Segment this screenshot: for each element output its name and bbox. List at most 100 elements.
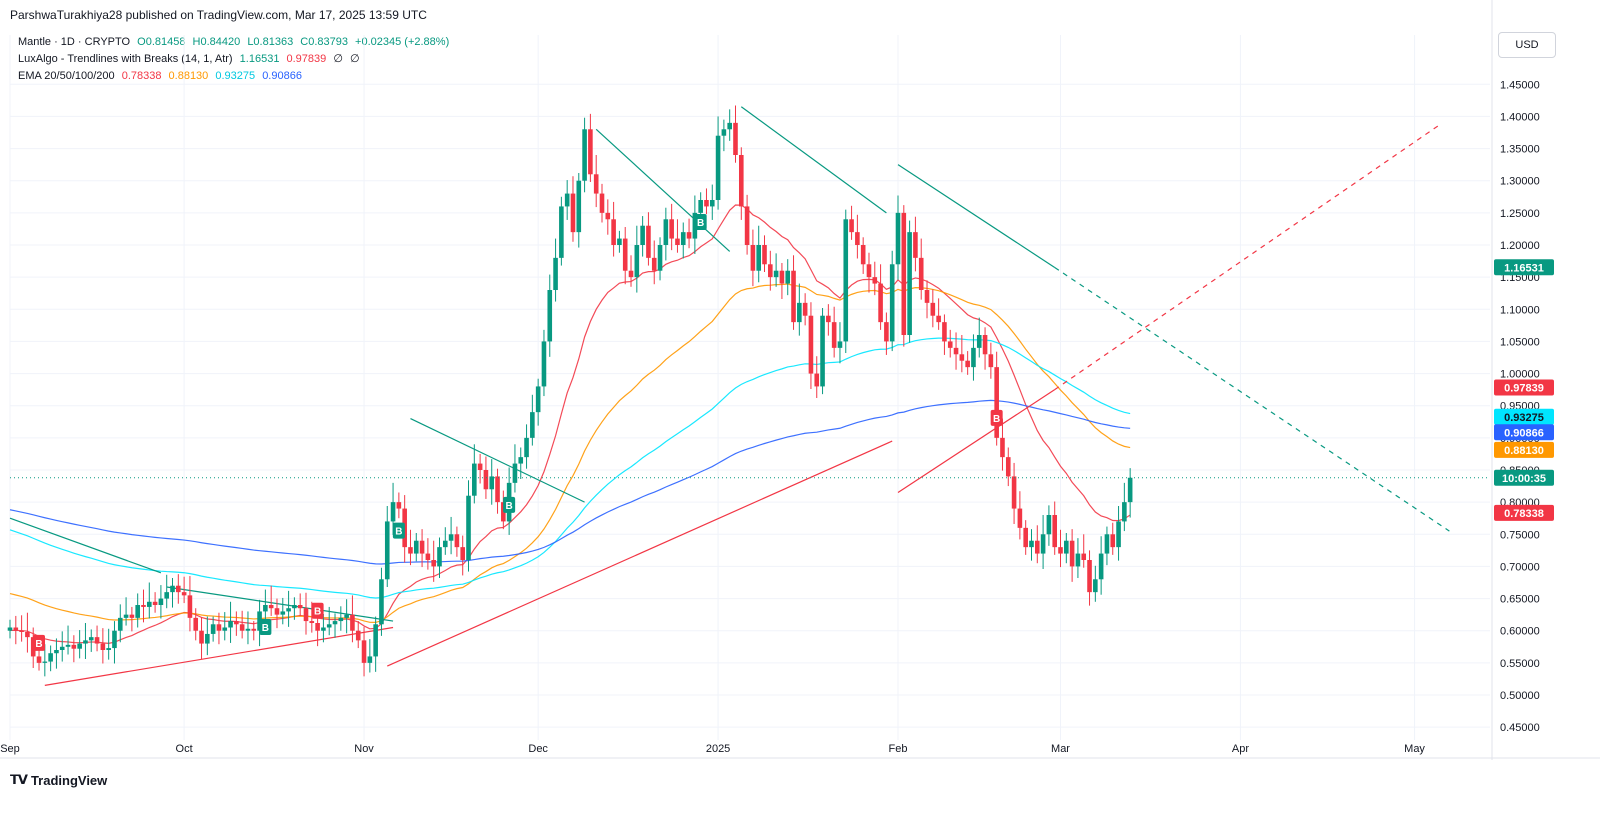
candle-body bbox=[1064, 540, 1069, 554]
candle-body bbox=[628, 270, 634, 278]
time-tick-label: Mar bbox=[1051, 743, 1070, 755]
symbol-label: Mantle · 1D · CRYPTO bbox=[18, 36, 131, 48]
break-marker-buy: B bbox=[694, 214, 707, 230]
candle-body bbox=[187, 595, 193, 618]
candle-body bbox=[872, 277, 878, 284]
trendlines-legend-row[interactable]: LuxAlgo - Trendlines with Breaks (14, 1,… bbox=[18, 51, 453, 68]
candle-body bbox=[657, 245, 663, 271]
candle-body bbox=[756, 245, 762, 271]
candle-body bbox=[994, 367, 999, 438]
trendline-down bbox=[740, 106, 887, 214]
candle-body bbox=[396, 502, 402, 509]
time-tick-label: Nov bbox=[354, 743, 374, 755]
candle-body bbox=[675, 238, 680, 245]
footer-brand[interactable]: 𝗧𝗩 TradingView bbox=[10, 772, 107, 788]
ema100-line bbox=[9, 337, 1131, 599]
candle-body bbox=[408, 547, 413, 554]
candle-body bbox=[709, 200, 715, 207]
break-marker-label: B bbox=[506, 501, 513, 512]
candle-body bbox=[1011, 476, 1017, 509]
candle-body bbox=[913, 232, 918, 258]
candle-body bbox=[965, 360, 970, 368]
indicator1-name: LuxAlgo - Trendlines with Breaks (14, 1,… bbox=[18, 53, 233, 65]
candle-body bbox=[976, 335, 982, 348]
candle-body bbox=[814, 373, 820, 387]
candle-body bbox=[448, 534, 454, 541]
candle-body bbox=[599, 193, 605, 213]
candle-body bbox=[895, 212, 901, 265]
break-marker-buy: B bbox=[259, 619, 272, 635]
candle-body bbox=[19, 630, 24, 632]
currency-button[interactable]: USD bbox=[1498, 32, 1556, 58]
candle-body bbox=[564, 193, 570, 207]
time-tick-label: Dec bbox=[528, 743, 548, 755]
candle-body bbox=[547, 290, 553, 342]
candle-body bbox=[239, 624, 245, 631]
price-badge-label: 0.97839 bbox=[1504, 382, 1544, 394]
candle-body bbox=[54, 650, 59, 654]
time-tick-label: Sep bbox=[0, 743, 20, 755]
candle-body bbox=[1116, 521, 1121, 548]
candle-body bbox=[501, 502, 506, 522]
candle-body bbox=[42, 661, 48, 663]
trendline-up-projection bbox=[1054, 125, 1439, 391]
trendline-up bbox=[387, 440, 893, 667]
candle-body bbox=[286, 608, 291, 612]
candles bbox=[7, 105, 1133, 677]
candle-body bbox=[263, 605, 268, 612]
break-marker-box bbox=[259, 619, 272, 635]
low-value: L0.81363 bbox=[247, 36, 294, 48]
price-badge: 0.97839 bbox=[1494, 379, 1554, 396]
price-tick-label: 1.35000 bbox=[1500, 144, 1540, 156]
candle-body bbox=[947, 341, 953, 348]
ema-legend-row[interactable]: EMA 20/50/100/200 0.78338 0.88130 0.9327… bbox=[18, 68, 453, 85]
candle-body bbox=[1000, 437, 1005, 458]
candle-body bbox=[704, 200, 709, 207]
candle-body bbox=[477, 463, 483, 470]
candle-body bbox=[390, 502, 396, 522]
symbol-legend-row[interactable]: Mantle · 1D · CRYPTO O0.81458 H0.84420 L… bbox=[18, 34, 453, 51]
candle-body bbox=[106, 648, 111, 650]
candle-body bbox=[193, 617, 199, 631]
price-badge-label: 1.16531 bbox=[1504, 262, 1544, 274]
candle-body bbox=[117, 617, 123, 631]
price-badge-label: 0.88130 bbox=[1504, 445, 1544, 457]
time-tick-label: May bbox=[1404, 743, 1425, 755]
tradingview-logo-icon: 𝗧𝗩 bbox=[10, 772, 28, 787]
candle-body bbox=[7, 627, 13, 631]
candle-body bbox=[13, 627, 19, 631]
candle-body bbox=[640, 225, 645, 245]
price-tick-label: 1.40000 bbox=[1500, 111, 1540, 123]
close-value: C0.83793 bbox=[300, 36, 348, 48]
candle-body bbox=[454, 534, 460, 548]
candle-body bbox=[930, 302, 936, 316]
candle-body bbox=[483, 470, 489, 490]
candle-body bbox=[251, 628, 257, 631]
candle-body bbox=[582, 129, 587, 181]
candle-body bbox=[181, 592, 187, 596]
candle-body bbox=[918, 257, 924, 290]
candle-body bbox=[1104, 534, 1110, 554]
candle-body bbox=[112, 630, 117, 649]
break-markers: B B B B B B B bbox=[33, 214, 1003, 651]
break-marker-sell: B bbox=[311, 602, 324, 619]
price-tick-label: 0.65000 bbox=[1500, 594, 1540, 606]
candle-body bbox=[1098, 553, 1104, 580]
candle-body bbox=[170, 585, 175, 593]
candle-body bbox=[350, 614, 355, 631]
candle-body bbox=[472, 463, 477, 496]
publisher-line: ParshwaTurakhiya28 published on TradingV… bbox=[10, 8, 427, 22]
candle-body bbox=[228, 621, 233, 628]
candle-body bbox=[25, 632, 30, 638]
price-tick-label: 0.75000 bbox=[1500, 529, 1540, 541]
candle-body bbox=[889, 264, 895, 342]
candle-body bbox=[779, 270, 785, 284]
candle-body bbox=[373, 624, 378, 657]
candle-body bbox=[297, 605, 303, 609]
candle-body bbox=[88, 637, 94, 641]
candle-body bbox=[860, 245, 866, 265]
candle-body bbox=[849, 219, 854, 233]
candle-body bbox=[1122, 502, 1127, 522]
price-badge: 0.93275 bbox=[1494, 408, 1554, 425]
